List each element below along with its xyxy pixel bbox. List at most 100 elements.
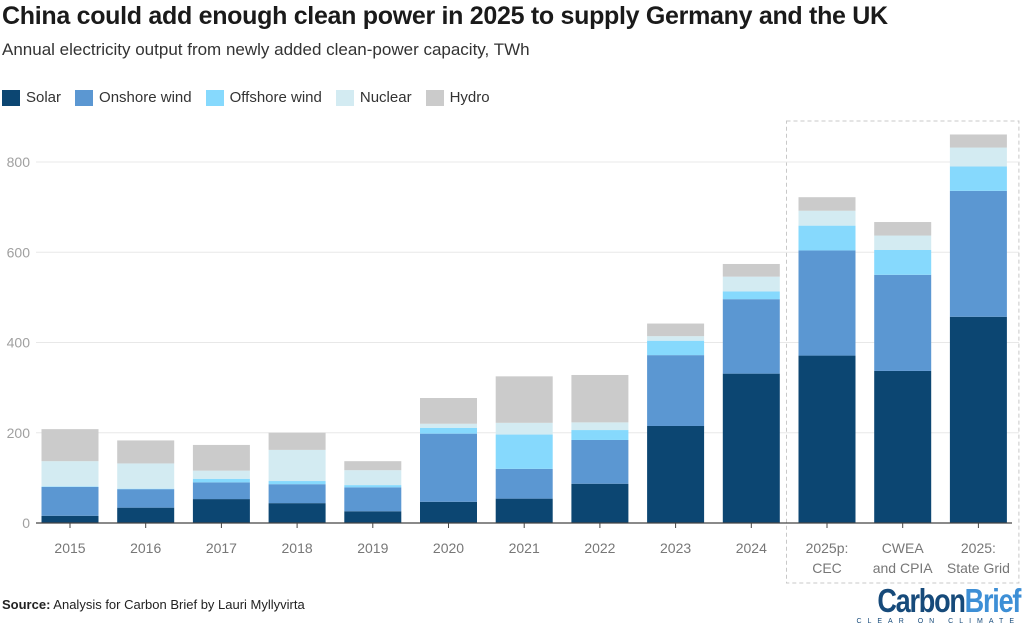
logo-part1: Carbon (877, 582, 966, 619)
bar-segment-offshore-wind (798, 225, 856, 251)
source-text: Analysis for Carbon Brief by Lauri Mylly… (50, 597, 305, 612)
y-tick-label: 600 (7, 244, 31, 260)
bar-segment-solar (874, 370, 932, 523)
x-tick-label: and CPIA (873, 560, 934, 576)
bar-segment-solar (344, 511, 402, 523)
legend-swatch (335, 89, 354, 106)
bar-segment-offshore-wind (420, 427, 477, 434)
bar-segment-hydro (798, 197, 856, 211)
bar-segment-solar (647, 425, 705, 523)
legend-swatch (2, 89, 20, 106)
x-tick-label: 2023 (660, 540, 691, 556)
legend: Solar Onshore wind Offshore wind Nuclear Hyd… (2, 89, 490, 106)
bar-segment-solar (192, 499, 250, 523)
bar-segment-hydro (268, 432, 326, 450)
bar-segment-nuclear (420, 423, 477, 428)
bar-segment-onshore-wind (268, 484, 326, 504)
bar-segment-onshore-wind (949, 190, 1007, 317)
x-tick-label: 2016 (130, 540, 161, 556)
x-tick-label: 2022 (584, 540, 615, 556)
bar-segment-hydro (722, 263, 780, 277)
legend-swatch (205, 89, 224, 106)
legend-label: Hydro (449, 89, 490, 106)
logo-tagline: CLEAR ON CLIMATE (856, 618, 1020, 625)
bar-segment-nuclear (571, 422, 629, 431)
legend-label: Onshore wind (99, 89, 192, 106)
x-tick-label: 2019 (357, 540, 388, 556)
y-tick-label: 400 (7, 335, 31, 351)
source-label: Source: (2, 597, 51, 612)
x-tick-label: 2015 (54, 540, 85, 556)
legend-item: Solar (2, 89, 61, 106)
bar-segment-onshore-wind (647, 355, 705, 426)
bar-segment-hydro (874, 222, 932, 236)
x-tick-label: CEC (812, 560, 842, 576)
legend-label: Solar (26, 89, 62, 106)
x-tick-label: 2025: (961, 540, 996, 556)
legend-item: Nuclear (335, 89, 412, 106)
bar-segment-solar (949, 316, 1007, 523)
bar-segment-onshore-wind (798, 250, 856, 356)
chart-title: China could add enough clean power in 20… (2, 2, 888, 30)
bar-segment-solar (571, 483, 629, 523)
legend-item: Onshore wind (75, 89, 192, 106)
bar-segment-solar (268, 503, 326, 523)
carbon-brief-logo: CarbonBrief CLEAR ON CLIMATE (846, 582, 1021, 625)
bar-segment-hydro (117, 440, 175, 464)
y-tick-label: 800 (7, 154, 31, 170)
bar-segment-offshore-wind (874, 249, 932, 275)
bar-segment-hydro (495, 376, 553, 423)
bar-segment-offshore-wind (192, 478, 250, 483)
bar-segment-offshore-wind (647, 340, 705, 356)
bar-segment-nuclear (117, 463, 175, 489)
bar-segment-onshore-wind (344, 487, 402, 512)
bar-segment-solar (798, 355, 856, 523)
bar-segment-solar (41, 515, 99, 523)
bar-segment-offshore-wind (495, 434, 553, 469)
bar-segment-onshore-wind (495, 468, 553, 499)
bar-segment-hydro (41, 429, 99, 462)
source-note: Source: Analysis for Carbon Brief by Lau… (2, 597, 305, 612)
bar-segment-onshore-wind (117, 489, 175, 508)
x-tick-label: 2020 (433, 540, 464, 556)
bar-segment-nuclear (874, 235, 932, 250)
y-tick-label: 0 (22, 515, 30, 531)
x-tick-label: 2025p: (806, 540, 849, 556)
highlight-box (786, 120, 1020, 584)
x-tick-label: 2024 (736, 540, 767, 556)
bar-segment-hydro (949, 134, 1007, 148)
legend-swatch (425, 89, 444, 106)
logo-part2: Brief (964, 582, 1021, 619)
bar-segment-solar (722, 373, 780, 523)
bar-segment-hydro (192, 444, 250, 471)
bar-segment-nuclear (268, 449, 326, 482)
legend-label: Offshore wind (229, 89, 322, 106)
bar-segment-nuclear (495, 422, 553, 435)
bar-segment-hydro (344, 461, 402, 471)
bar-segment-nuclear (41, 461, 99, 487)
bar-segment-solar (117, 507, 175, 523)
legend-item: Hydro (425, 89, 490, 106)
legend-swatch (75, 89, 94, 106)
bar-segment-onshore-wind (41, 486, 99, 516)
bar-segment-offshore-wind (344, 485, 402, 488)
bar-segment-nuclear (722, 276, 780, 292)
bar-segment-offshore-wind (268, 481, 326, 485)
bar-segment-onshore-wind (420, 433, 477, 502)
bar-segment-onshore-wind (874, 274, 932, 371)
chart-subtitle: Annual electricity output from newly add… (2, 40, 530, 59)
bar-segment-hydro (420, 398, 477, 424)
bar-segment-offshore-wind (571, 430, 629, 440)
bar-segment-onshore-wind (192, 482, 250, 500)
legend-label: Nuclear (359, 89, 412, 106)
x-tick-label: 2017 (206, 540, 237, 556)
bar-segment-solar (495, 498, 553, 523)
bar-segment-nuclear (949, 147, 1007, 167)
x-tick-label: State Grid (947, 560, 1010, 576)
x-tick-label: CWEA (882, 540, 925, 556)
x-tick-label: 2021 (509, 540, 540, 556)
bar-segment-hydro (571, 374, 629, 423)
bar-segment-solar (420, 501, 477, 523)
bar-segment-onshore-wind (722, 299, 780, 374)
